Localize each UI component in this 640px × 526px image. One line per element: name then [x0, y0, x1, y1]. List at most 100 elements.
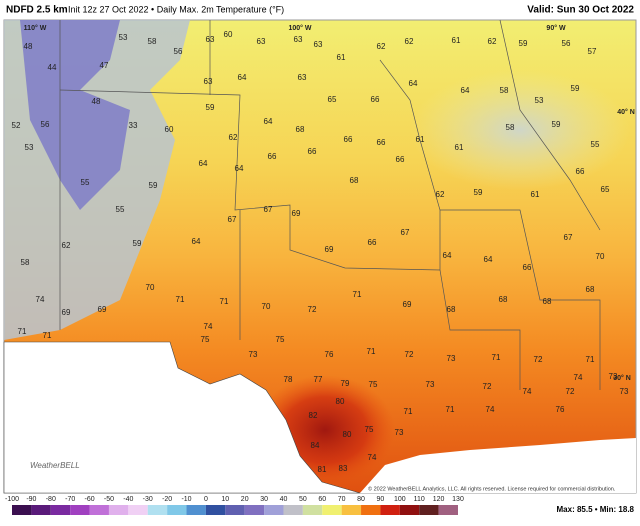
station-value: 68	[447, 305, 456, 314]
station-value: 59	[206, 103, 215, 112]
colorbar-tick: -70	[65, 496, 75, 503]
station-value: 55	[591, 140, 600, 149]
station-value: 66	[377, 138, 386, 147]
colorbar-swatch	[341, 505, 362, 515]
station-value: 66	[344, 135, 353, 144]
station-value: 83	[339, 464, 348, 473]
station-value: 58	[506, 123, 515, 132]
station-value: 84	[311, 441, 320, 450]
station-value: 59	[571, 84, 580, 93]
station-value: 60	[224, 30, 233, 39]
station-value: 69	[403, 300, 412, 309]
subtitle: Init 12z 27 Oct 2022 • Daily Max. 2m Tem…	[68, 4, 284, 14]
colorbar-swatch	[186, 505, 206, 515]
station-value: 71	[220, 297, 229, 306]
station-value: 58	[500, 86, 509, 95]
colorbar-tick: -100	[5, 496, 19, 503]
station-value: 56	[41, 120, 50, 129]
colorbar-tick: 70	[338, 496, 346, 503]
colorbar-tick: 120	[433, 496, 445, 503]
station-value: 72	[534, 355, 543, 364]
station-value: 68	[350, 176, 359, 185]
colorbar-tick: -30	[143, 496, 153, 503]
colorbar-tick: -10	[181, 496, 191, 503]
station-value: 63	[314, 40, 323, 49]
station-value: 57	[588, 47, 597, 56]
station-value: 66	[396, 155, 405, 164]
station-value: 73	[609, 372, 618, 381]
colorbar-tick: 110	[414, 496, 425, 503]
station-value: 64	[235, 164, 244, 173]
station-value: 62	[405, 37, 414, 46]
station-value: 71	[18, 327, 27, 336]
colorbar-tick: 80	[357, 496, 365, 503]
station-value: 62	[377, 42, 386, 51]
station-value: 63	[204, 77, 213, 86]
colorbar-tick: -40	[123, 496, 133, 503]
colorbar-swatch	[108, 505, 129, 515]
colorbar-tick: 90	[377, 496, 385, 503]
mexico	[3, 341, 361, 494]
station-value: 78	[284, 375, 293, 384]
station-value: 63	[298, 73, 307, 82]
station-value: 74	[574, 373, 583, 382]
station-value: 62	[62, 241, 71, 250]
colorbar-swatch	[380, 505, 400, 515]
station-value: 60	[165, 125, 174, 134]
station-value: 67	[264, 205, 273, 214]
station-value: 71	[353, 290, 362, 299]
station-value: 68	[499, 295, 508, 304]
colorbar-tick: 30	[260, 496, 268, 503]
station-value: 62	[488, 37, 497, 46]
colorbar-tick: 130	[452, 496, 464, 503]
colorbar-tick: 50	[299, 496, 307, 503]
station-value: 68	[543, 297, 552, 306]
colorbar-tick: 100	[394, 496, 406, 503]
colorbar-swatch	[70, 505, 90, 515]
station-value: 71	[404, 407, 413, 416]
station-value: 71	[367, 347, 376, 356]
station-value: 47	[100, 61, 109, 70]
station-value: 56	[562, 39, 571, 48]
station-value: 76	[325, 350, 334, 359]
station-value: 66	[308, 147, 317, 156]
station-value: 64	[238, 73, 247, 82]
station-value: 75	[201, 335, 210, 344]
station-value: 67	[401, 228, 410, 237]
station-value: 63	[257, 37, 266, 46]
station-value: 73	[447, 354, 456, 363]
colorbar-swatch	[283, 505, 303, 515]
station-value: 68	[586, 285, 595, 294]
station-value: 70	[146, 283, 155, 292]
colorbar-swatch	[225, 505, 245, 515]
station-value: 64	[199, 159, 208, 168]
station-value: 81	[318, 465, 327, 474]
station-value: 77	[314, 375, 323, 384]
station-value: 76	[556, 405, 565, 414]
station-value: 71	[446, 405, 455, 414]
colorbar-tick: 40	[280, 496, 288, 503]
station-value: 55	[116, 205, 125, 214]
colorbar-tick: 60	[318, 496, 326, 503]
station-value: 72	[308, 305, 317, 314]
colorbar-swatch	[302, 505, 323, 515]
station-value: 70	[596, 252, 605, 261]
station-value: 48	[92, 97, 101, 106]
colorbar-swatch	[264, 505, 284, 515]
station-value: 63	[206, 35, 215, 44]
station-value: 59	[474, 188, 483, 197]
colorbar-swatch	[399, 505, 420, 515]
station-value: 66	[368, 238, 377, 247]
station-value: 74	[368, 453, 377, 462]
station-value: 64	[443, 251, 452, 260]
station-value: 53	[535, 96, 544, 105]
colorbar-swatch	[12, 505, 32, 515]
station-value: 58	[148, 37, 157, 46]
station-value: 52	[12, 121, 21, 130]
station-value: 75	[276, 335, 285, 344]
station-value: 66	[371, 95, 380, 104]
grid-label: 110° W	[24, 24, 47, 32]
copyright: © 2022 WeatherBELL Analytics, LLC. All r…	[368, 485, 616, 492]
station-value: 69	[62, 308, 71, 317]
